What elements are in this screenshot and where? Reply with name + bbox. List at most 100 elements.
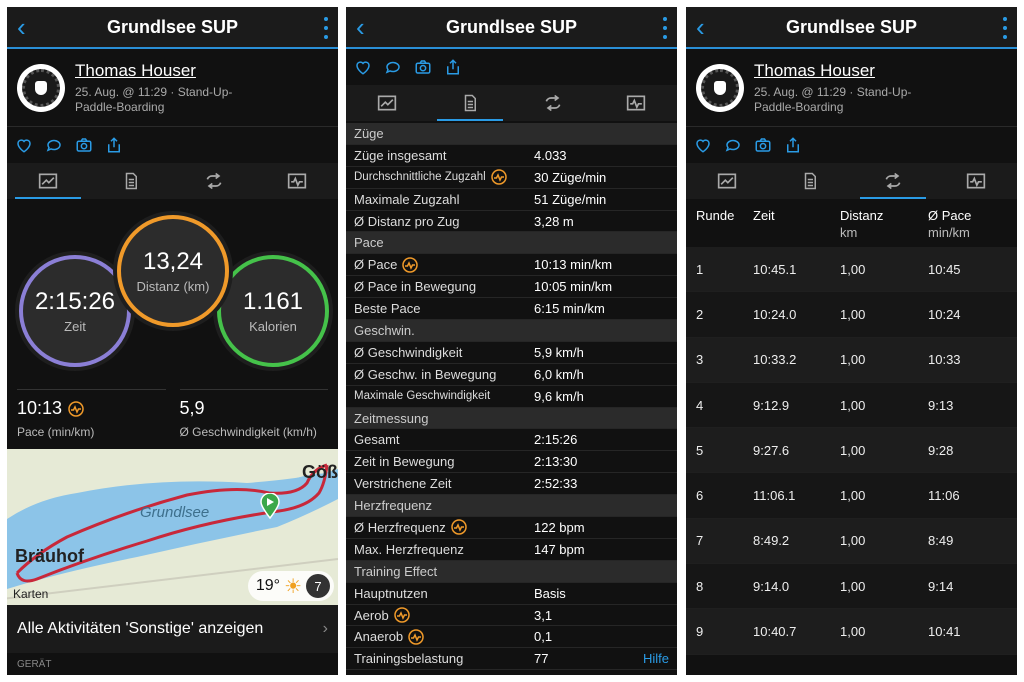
tab-laps[interactable] — [852, 163, 935, 199]
details-label: Pace — [354, 235, 384, 251]
details-value: 51 Züge/min — [534, 191, 607, 207]
tab-details[interactable] — [769, 163, 852, 199]
like-heart-icon[interactable] — [354, 58, 372, 76]
details-label: Durchschnittliche Zugzahl — [354, 169, 534, 185]
tab-overview[interactable] — [686, 163, 769, 199]
comment-icon[interactable] — [384, 58, 402, 76]
details-label: Züge insgesamt — [354, 147, 447, 163]
calories-value: 1.161 — [242, 288, 304, 315]
header: ‹ Grundlsee SUP — [7, 7, 338, 49]
pulse-icon — [68, 401, 84, 417]
details-value: 2:52:33 — [534, 476, 578, 492]
lap-pace: 11:06 — [928, 488, 960, 504]
user-name-link[interactable]: Thomas Houser — [75, 60, 196, 80]
tab-charts[interactable] — [934, 163, 1017, 199]
pulse-icon[interactable] — [408, 629, 424, 645]
lap-row[interactable]: 8 9:14.0 1,00 9:14 — [686, 564, 1017, 610]
all-activities-link[interactable]: Alle Aktivitäten 'Sonstige' anzeigen › — [7, 605, 338, 653]
like-heart-icon[interactable] — [694, 136, 712, 154]
lap-number: 2 — [696, 306, 704, 322]
lap-row[interactable]: 6 11:06.1 1,00 11:06 — [686, 473, 1017, 519]
back-icon[interactable]: ‹ — [696, 12, 705, 42]
activity-title: Grundlsee SUP — [106, 16, 239, 37]
help-link[interactable]: Hilfe — [642, 651, 669, 667]
pulse-icon[interactable] — [402, 257, 418, 273]
chart-icon — [966, 172, 986, 190]
tab-details[interactable] — [429, 85, 512, 121]
tab-laps[interactable] — [512, 85, 595, 121]
details-label: Zeit in Bewegung — [354, 454, 455, 470]
details-label: Hauptnutzen — [354, 585, 428, 601]
share-icon[interactable] — [444, 58, 462, 76]
tab-details[interactable] — [90, 163, 173, 199]
pace-stat: 10:13 Pace (min/km) — [17, 389, 166, 449]
details-section-header: Zeitmessung — [346, 407, 677, 430]
tab-overview[interactable] — [346, 85, 429, 121]
section-device-label: GERÄT — [7, 653, 338, 675]
details-value: 10:05 min/km — [534, 279, 613, 295]
details-row: Ø Herzfrequenz 122 bpm — [346, 517, 677, 539]
lap-pace: 10:24 — [928, 306, 961, 322]
overview-panel: ‹ Grundlsee SUP Thomas Houser 25. Aug. @… — [7, 7, 338, 675]
sun-icon: ☀ — [284, 575, 302, 598]
route-map[interactable]: Grundlsee Bräuhof Göß Karten 19° ☀ 7 — [7, 449, 338, 605]
lap-time: 8:49.2 — [753, 533, 790, 549]
comment-icon[interactable] — [45, 136, 63, 154]
pulse-icon[interactable] — [394, 607, 410, 623]
laps-icon — [883, 172, 903, 190]
details-row: Ø Geschw. in Bewegung 6,0 km/h — [346, 364, 677, 386]
tab-overview[interactable] — [7, 163, 90, 199]
tab-bar — [346, 85, 677, 121]
distance-label: Distanz (km) — [136, 279, 210, 294]
more-options-icon[interactable] — [1001, 17, 1009, 39]
tab-charts[interactable] — [255, 163, 338, 199]
comment-icon[interactable] — [724, 136, 742, 154]
pulse-icon[interactable] — [451, 519, 467, 535]
lap-row[interactable]: 3 10:33.2 1,00 10:33 — [686, 337, 1017, 383]
tab-laps[interactable] — [173, 163, 256, 199]
camera-icon[interactable] — [754, 136, 772, 154]
lap-row[interactable]: 1 10:45.1 1,00 10:45 — [686, 247, 1017, 293]
lap-row[interactable]: 2 10:24.0 1,00 10:24 — [686, 292, 1017, 338]
details-row: Max. Herzfrequenz 147 bpm — [346, 539, 677, 561]
details-label: Ø Pace — [354, 257, 534, 273]
avatar[interactable] — [17, 63, 65, 112]
back-icon[interactable]: ‹ — [356, 12, 365, 42]
share-icon[interactable] — [105, 136, 123, 154]
tab-bar — [7, 163, 338, 199]
lap-row[interactable]: 5 9:27.6 1,00 9:28 — [686, 428, 1017, 474]
details-value: 2:13:30 — [534, 454, 578, 470]
details-value: 10:13 min/km — [534, 257, 613, 273]
lap-row[interactable]: 4 9:12.9 1,00 9:13 — [686, 382, 1017, 429]
more-options-icon[interactable] — [322, 17, 330, 39]
chevron-right-icon: › — [322, 620, 328, 637]
details-label: Gesamt — [354, 432, 400, 448]
calories-circle[interactable]: 1.161 Kalorien — [217, 255, 329, 367]
overview-icon — [377, 94, 397, 112]
share-icon[interactable] — [784, 136, 802, 154]
details-value: 30 Züge/min — [534, 169, 607, 185]
user-name-link[interactable]: Thomas Houser — [754, 60, 875, 80]
details-value: 6,0 km/h — [534, 366, 584, 382]
avatar[interactable] — [696, 63, 744, 112]
chart-icon — [626, 94, 646, 112]
time-circle[interactable]: 2:15:26 Zeit — [19, 255, 131, 367]
lap-time: 9:27.6 — [753, 442, 790, 458]
camera-icon[interactable] — [75, 136, 93, 154]
distance-circle[interactable]: 13,24 Distanz (km) — [117, 215, 229, 327]
details-row: Ø Pace in Bewegung 10:05 min/km — [346, 276, 677, 299]
more-options-icon[interactable] — [661, 17, 669, 39]
pulse-icon[interactable] — [491, 169, 507, 185]
back-icon[interactable]: ‹ — [17, 12, 26, 42]
details-value: 6:15 min/km — [534, 301, 605, 317]
tab-charts[interactable] — [594, 85, 677, 121]
details-label: Zeitmessung — [354, 410, 429, 426]
lake-label: Grundlsee — [140, 504, 210, 521]
details-row: Gesamt 2:15:26 — [346, 429, 677, 452]
lap-row[interactable]: 9 10:40.7 1,00 10:41 — [686, 609, 1017, 655]
profile-row: Thomas Houser 25. Aug. @ 11:29 · Stand-U… — [686, 49, 1017, 127]
details-row: Ø Geschwindigkeit 5,9 km/h — [346, 342, 677, 364]
lap-row[interactable]: 7 8:49.2 1,00 8:49 — [686, 518, 1017, 565]
like-heart-icon[interactable] — [15, 136, 33, 154]
camera-icon[interactable] — [414, 58, 432, 76]
